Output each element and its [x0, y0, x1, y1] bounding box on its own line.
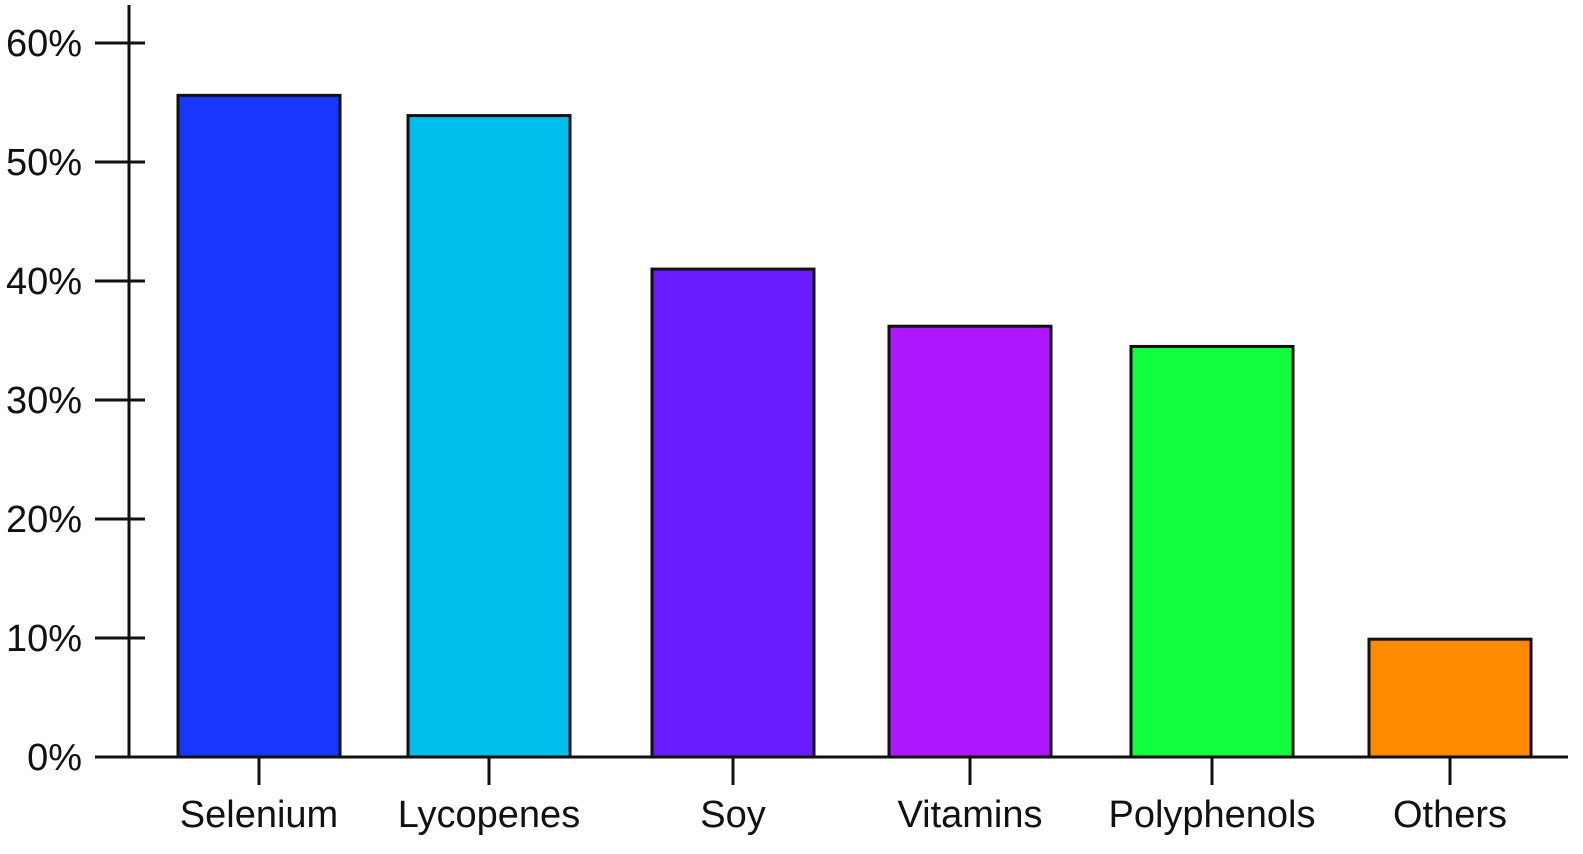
y-tick-label: 50%: [6, 142, 82, 184]
x-tick-label-lycopenes: Lycopenes: [398, 794, 580, 836]
bar-lycopenes: [406, 114, 572, 759]
bar-soy: [650, 267, 816, 759]
y-tick-label: 0%: [27, 737, 82, 779]
bars-group: [176, 93, 1533, 759]
x-tick-label-vitamins: Vitamins: [897, 794, 1042, 836]
y-tick-label: 10%: [6, 618, 82, 660]
y-axis-ticks: 0% 10% 20% 30% 40% 50% 60%: [6, 23, 145, 779]
x-tick-label-others: Others: [1393, 794, 1507, 836]
x-axis-ticks: Selenium Lycopenes Soy Vitamins Polyphenols O…: [180, 757, 1507, 836]
bar-others: [1367, 637, 1533, 759]
bar-vitamins: [887, 324, 1053, 759]
y-tick-label: 30%: [6, 380, 82, 422]
bar-polyphenols: [1129, 344, 1295, 759]
y-tick-label: 40%: [6, 261, 82, 303]
x-tick-label-soy: Soy: [700, 794, 765, 836]
y-tick-label: 60%: [6, 23, 82, 65]
x-tick-label-polyphenols: Polyphenols: [1108, 794, 1315, 836]
bar-selenium: [176, 93, 342, 759]
x-tick-label-selenium: Selenium: [180, 794, 338, 836]
y-tick-label: 20%: [6, 499, 82, 541]
